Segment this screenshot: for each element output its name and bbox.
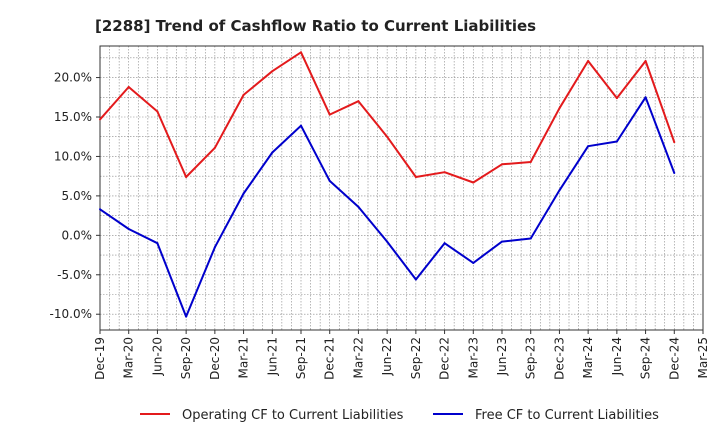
series-line-1 <box>99 51 676 184</box>
data-point <box>529 237 532 240</box>
y-tick-label: 0.0% <box>62 228 93 242</box>
data-point <box>300 51 302 54</box>
x-tick-label: Sep-24 <box>639 337 653 379</box>
x-tick-label: Dec-20 <box>208 337 222 380</box>
x-tick-label: Jun-22 <box>380 337 394 376</box>
data-point <box>300 124 302 127</box>
data-point <box>328 179 331 182</box>
data-point <box>673 172 676 175</box>
x-axis: Dec-19 Mar-20 Jun-20 Sep-20 Dec-20 Mar-21 Jun-… <box>93 330 710 380</box>
data-point <box>185 315 188 318</box>
x-tick-label: Mar-22 <box>351 337 365 378</box>
y-tick-label: -10.0% <box>50 307 92 321</box>
data-point <box>99 118 101 121</box>
data-point <box>328 113 331 116</box>
data-point <box>644 59 647 62</box>
x-tick-label: Jun-23 <box>495 337 509 376</box>
x-tick-label: Mar-24 <box>581 337 595 378</box>
data-point <box>213 146 216 149</box>
series-layer <box>99 51 676 318</box>
x-tick-label: Jun-21 <box>265 337 279 376</box>
x-tick-label: Dec-22 <box>438 337 452 380</box>
data-point <box>242 192 245 195</box>
data-point <box>271 151 274 154</box>
data-point <box>443 171 446 174</box>
data-point <box>529 160 532 163</box>
y-tick-label: 15.0% <box>54 110 92 124</box>
data-point <box>587 145 590 148</box>
data-point <box>242 93 245 96</box>
data-point <box>213 246 216 249</box>
data-point <box>414 175 417 178</box>
data-point <box>644 96 647 99</box>
y-axis: -10.0% -5.0% 0.0% 5.0% 10.0% 15.0% 20.0% <box>50 71 100 321</box>
data-point <box>357 205 360 208</box>
data-point <box>271 70 274 73</box>
legend: Operating CF to Current Liabilities Free … <box>140 408 659 423</box>
x-tick-label: Sep-20 <box>179 337 193 379</box>
data-point <box>127 228 130 231</box>
data-point <box>443 242 446 245</box>
x-tick-label: Dec-24 <box>667 337 681 380</box>
legend-label: Free CF to Current Liabilities <box>475 408 659 423</box>
data-point <box>587 59 590 62</box>
x-tick-label: Mar-20 <box>122 337 136 378</box>
data-point <box>386 240 389 243</box>
y-tick-label: 10.0% <box>54 149 92 163</box>
data-point <box>558 107 561 110</box>
x-tick-label: Jun-20 <box>150 337 164 376</box>
data-point <box>673 141 676 144</box>
x-tick-label: Jun-24 <box>610 337 624 376</box>
x-tick-label: Mar-23 <box>466 337 480 378</box>
legend-label: Operating CF to Current Liabilities <box>182 408 404 423</box>
x-tick-label: Dec-21 <box>323 337 337 380</box>
data-point <box>156 110 159 113</box>
grid <box>99 46 704 330</box>
data-point <box>386 135 389 138</box>
x-tick-label: Sep-23 <box>524 337 538 379</box>
data-point <box>357 100 360 103</box>
data-point <box>501 163 503 166</box>
data-point <box>615 140 618 143</box>
x-tick-label: Mar-21 <box>237 337 251 378</box>
y-tick-label: 20.0% <box>54 71 92 85</box>
data-point <box>501 240 503 243</box>
chart-title: [2288] Trend of Cashflow Ratio to Curren… <box>95 17 536 35</box>
y-tick-label: 5.0% <box>62 189 93 203</box>
plot-frame <box>99 45 704 331</box>
data-point <box>615 97 618 100</box>
data-point <box>185 175 188 178</box>
x-tick-label: Sep-21 <box>294 337 308 379</box>
x-tick-label: Dec-23 <box>552 337 566 380</box>
data-point <box>156 242 159 245</box>
data-point <box>472 261 475 264</box>
data-point <box>99 208 101 211</box>
data-point <box>558 189 561 192</box>
data-point <box>472 181 475 184</box>
x-tick-label: Mar-25 <box>696 337 710 378</box>
y-tick-label: -5.0% <box>57 268 92 282</box>
x-tick-label: Sep-22 <box>409 337 423 379</box>
x-tick-label: Dec-19 <box>93 337 107 380</box>
data-point <box>127 86 130 89</box>
data-point <box>414 278 417 281</box>
